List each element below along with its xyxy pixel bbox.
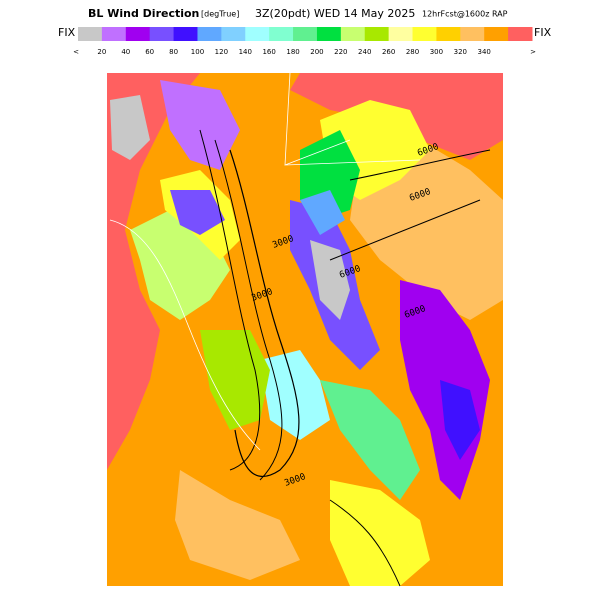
- region-green: [320, 380, 420, 500]
- region-blue: [300, 190, 345, 235]
- colorbar-cell: [78, 27, 103, 41]
- colorbar-cell: [340, 27, 366, 41]
- region-yellow-green: [200, 330, 270, 430]
- contour: [199, 129, 261, 471]
- colorbar-cell: [221, 27, 246, 41]
- colorbar-cell: [316, 27, 342, 41]
- colorbar-cell: [460, 27, 485, 41]
- colorbar-cell: [101, 27, 127, 41]
- colorbar-tick-label: 300: [430, 48, 443, 56]
- under-label: <: [73, 48, 79, 56]
- contour: [214, 139, 283, 481]
- colorbar-tick-label: 340: [478, 48, 491, 56]
- colorbar-tick-label: 80: [169, 48, 178, 56]
- forecast: 12hrFcst@1600z RAP: [422, 10, 508, 19]
- contour: [229, 149, 300, 477]
- colorbar-tick-label: 140: [239, 48, 252, 56]
- ocean-region: [107, 73, 200, 470]
- region-blue: [440, 380, 480, 460]
- region-yellow: [330, 480, 430, 586]
- colorbar-cell: [269, 27, 294, 41]
- colorbar-cell: [245, 27, 270, 41]
- region-violet: [170, 190, 225, 235]
- colorbar-cell: [173, 27, 198, 41]
- colorbar-cell: [293, 27, 318, 41]
- colorbar-cell: [484, 27, 509, 41]
- title: BL Wind Direction: [88, 7, 199, 20]
- colorbar-tick-label: 280: [406, 48, 419, 56]
- colorbar-cell: [149, 27, 175, 41]
- colorbar-tick-label: 40: [121, 48, 130, 56]
- colorbar-tick-label: 200: [310, 48, 323, 56]
- region-gray: [110, 95, 150, 160]
- colorbar-tick-label: 160: [262, 48, 275, 56]
- colorbar-tick-label: 180: [286, 48, 299, 56]
- colorbar-cell: [125, 27, 151, 41]
- colorbar-tick-label: 120: [215, 48, 228, 56]
- contour: [329, 499, 401, 587]
- colorbar-cell: [197, 27, 222, 41]
- fix-right: FIX: [534, 26, 552, 39]
- colorbar-tick-label: 220: [334, 48, 347, 56]
- state-border: [284, 72, 421, 166]
- colorbar: 20 40 60 80 100 120 140 160 180 200 220 240 260 280 30…: [78, 27, 533, 56]
- coastline: [109, 219, 261, 451]
- colorbar-tick-label: 320: [454, 48, 467, 56]
- colorbar-tick-label: 240: [358, 48, 371, 56]
- colorbar-tick-label: 20: [97, 48, 106, 56]
- units: [degTrue]: [201, 10, 239, 19]
- over-label: >: [530, 48, 536, 56]
- colorbar-cell: [388, 27, 414, 41]
- region-cyan: [260, 350, 330, 440]
- contour: [329, 199, 481, 261]
- colorbar-cell: [436, 27, 461, 41]
- region-gray: [310, 240, 350, 320]
- colorbar-cell: [508, 27, 533, 41]
- contour: [349, 149, 491, 181]
- colorbar-tick-label: 260: [382, 48, 395, 56]
- fix-left: FIX: [58, 26, 76, 39]
- region-purple: [160, 80, 240, 170]
- region-light-orange: [175, 470, 300, 580]
- colorbar-tick-label: 60: [145, 48, 154, 56]
- valid-time: 3Z(20pdt) WED 14 May 2025: [255, 7, 415, 20]
- colorbar-cell: [364, 27, 390, 41]
- colorbar-cell: [412, 27, 437, 41]
- colorbar-tick-label: 100: [191, 48, 204, 56]
